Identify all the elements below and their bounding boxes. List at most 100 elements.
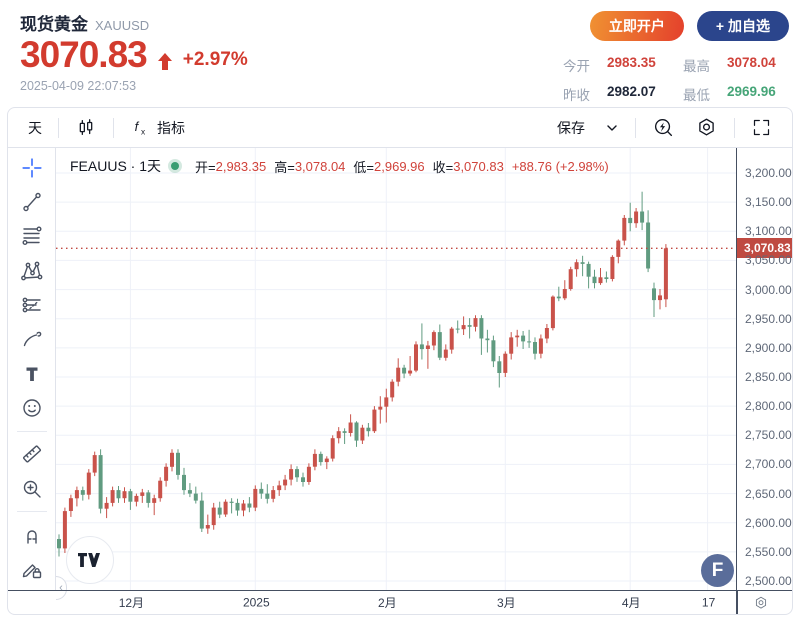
legend-high-label: 高= [274, 159, 295, 175]
fib-retracement-icon [22, 226, 42, 246]
crosshair-tool-button[interactable] [15, 154, 49, 181]
toolbar-separator [635, 117, 636, 138]
price-axis-label: 2,600.00 [745, 515, 792, 530]
chevron-down-icon [607, 124, 617, 131]
time-axis-label: 2025 [242, 594, 270, 609]
text-icon [26, 367, 37, 381]
zoom-in-icon [23, 480, 41, 498]
snapshot-button[interactable] [644, 111, 683, 144]
open-account-button[interactable]: 立即开户 [589, 11, 684, 41]
draw-lock-tool-button[interactable] [15, 556, 49, 583]
stat-open-value: 2983.35 [607, 55, 656, 70]
site-badge-logo[interactable]: F [701, 554, 734, 587]
stat-low-label: 最低 [683, 88, 710, 103]
chart-legend: FEAUUS · 1天 开= 2,983.35 高= 3,078.04 低= 2,96… [70, 156, 609, 176]
add-watchlist-button[interactable]: + 加自选 [696, 11, 789, 41]
trend-line-icon [22, 192, 41, 212]
chart-style-button[interactable] [67, 112, 105, 144]
price-axis-label: 3,200.00 [745, 166, 792, 180]
time-axis-label: 2月 [377, 595, 397, 610]
xabcd-pattern-tool-button[interactable] [15, 257, 49, 284]
text-tool-button[interactable] [15, 360, 49, 387]
legend-close-label: 收= [432, 159, 454, 175]
axis-settings-icon [755, 596, 767, 609]
projection-icon [22, 297, 41, 313]
time-axis-label: 4月 [621, 595, 641, 610]
quote-stats: 今开 2983.35 最高 3078.04 昨收 2982.07 最低 2969… [549, 55, 789, 104]
fullscreen-icon [753, 119, 770, 136]
sidebar-divider [16, 430, 47, 432]
toolbar-separator [113, 117, 114, 138]
tradingview-logo-icon [78, 553, 100, 567]
legend-symbol[interactable]: FEAUUS · 1天 [70, 158, 162, 174]
market-status-dot [171, 162, 180, 170]
time-axis-label: 17 [701, 594, 716, 609]
stat-prevclose-value: 2982.07 [607, 84, 656, 99]
time-axis-label: 3月 [496, 595, 516, 610]
price-axis-label: 2,700.00 [745, 457, 792, 472]
drawing-toolbar [8, 148, 56, 590]
legend-change: +88.76 (+2.98%) [511, 158, 609, 174]
indicators-label: 指标 [157, 119, 185, 136]
chart-settings-button[interactable] [687, 111, 726, 144]
magnet-tool-button[interactable] [15, 521, 49, 548]
price-change-percent: +2.97% [182, 48, 248, 70]
price-axis-label: 2,550.00 [745, 544, 792, 559]
stat-low-value: 2969.96 [727, 84, 776, 99]
instrument-name: 现货黄金 [20, 15, 88, 34]
price-axis-label: 2,800.00 [745, 399, 792, 414]
ruler-tool-button[interactable] [15, 441, 49, 468]
time-axis[interactable]: 12月 2025 2月 3月 4月 17 [8, 590, 792, 614]
price-row: 3070.83 +2.97% [20, 35, 779, 75]
save-menu-chevron-button[interactable] [597, 117, 627, 139]
price-axis-label: 3,100.00 [745, 224, 792, 239]
instrument-symbol: XAUUSD [95, 18, 150, 33]
interval-button[interactable]: 天 [20, 113, 50, 143]
ruler-icon [22, 445, 41, 463]
chart-pane[interactable]: FEAUUS · 1天 开= 2,983.35 高= 3,078.04 低= 2,96… [56, 148, 736, 600]
axis-settings-button[interactable] [753, 595, 769, 614]
price-axis-label: 2,900.00 [745, 340, 792, 355]
legend-open-value: 2,983.35 [215, 158, 267, 174]
legend-high-value: 3,078.04 [294, 158, 346, 174]
stat-high-label: 最高 [683, 59, 710, 74]
price-axis-label: 2,950.00 [745, 311, 792, 326]
fullscreen-button[interactable] [743, 112, 780, 143]
brush-icon [23, 332, 41, 347]
fib-retracement-tool-button[interactable] [15, 223, 49, 250]
tradingview-logo[interactable] [66, 536, 114, 584]
legend-low-value: 2,969.96 [374, 158, 425, 174]
projection-tool-button[interactable] [15, 291, 49, 318]
settings-icon [699, 118, 714, 136]
magnet-icon [26, 530, 37, 544]
quote-timestamp: 2025-04-09 22:07:53 [20, 78, 137, 93]
legend-close-value: 3,070.83 [453, 158, 504, 174]
save-button[interactable]: 保存 [549, 113, 593, 143]
trend-line-tool-button[interactable] [15, 188, 49, 215]
snapshot-icon [654, 118, 673, 137]
crosshair-icon [21, 158, 42, 178]
axis-corner-divider [736, 591, 738, 614]
svg-text:x: x [141, 127, 146, 136]
save-label: 保存 [557, 119, 585, 136]
emoji-tool-button[interactable] [15, 394, 49, 421]
toolbar-separator [58, 117, 59, 138]
legend-open-label: 开= [195, 159, 216, 175]
xabcd-pattern-icon [20, 261, 42, 281]
zoom-in-tool-button[interactable] [15, 475, 49, 502]
price-axis-label: 2,500.00 [745, 574, 792, 588]
candlestick-chart[interactable] [56, 148, 736, 590]
instrument-title-row: 现货黄金 XAUUSD [20, 10, 779, 35]
emoji-icon [22, 399, 41, 417]
price-axis[interactable]: 3,070.83 2,500.00 2,550.00 2,600.00 2,650.0… [736, 148, 792, 590]
interval-label: 天 [28, 119, 42, 136]
brush-tool-button[interactable] [15, 326, 49, 353]
chart-body: FEAUUS · 1天 开= 2,983.35 高= 3,078.04 低= 2,96… [8, 148, 792, 600]
price-axis-label: 2,650.00 [745, 486, 792, 501]
toolbar-separator [734, 117, 735, 138]
price-up-arrow-icon [157, 52, 172, 70]
